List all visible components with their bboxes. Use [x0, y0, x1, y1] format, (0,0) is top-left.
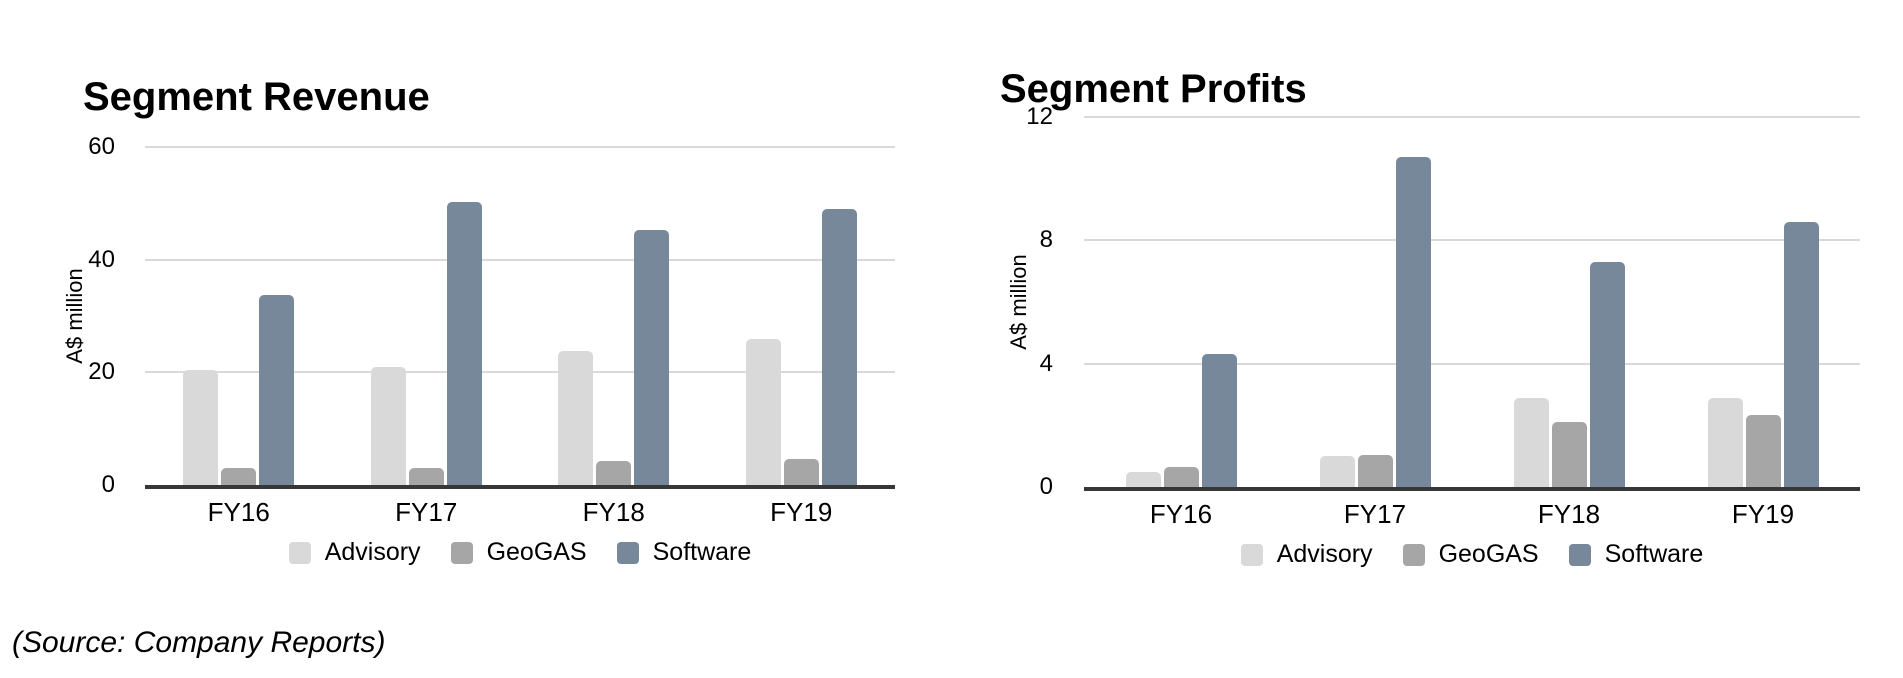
bar-geogas-fy17 — [1357, 454, 1393, 487]
legend-item-software: Software — [616, 538, 752, 567]
bar-software-fy17 — [1395, 157, 1431, 487]
x-tick-label-fy19: FY19 — [1731, 499, 1795, 529]
x-tick-label-fy19: FY19 — [770, 497, 833, 527]
legend-item-geogas: GeoGAS — [450, 538, 587, 567]
gridline — [145, 371, 895, 374]
bar-geogas-fy17 — [408, 468, 444, 485]
gridline — [1084, 239, 1860, 242]
legend-swatch-advisory — [288, 541, 311, 564]
bar-group-fy18 — [1472, 117, 1666, 487]
legend-label: GeoGAS — [1438, 540, 1539, 568]
bar-geogas-fy18 — [596, 461, 632, 485]
bar-software-fy19 — [821, 208, 857, 485]
y-tick-label: 20 — [88, 358, 115, 386]
bar-group-fy17 — [333, 147, 521, 485]
bar-advisory-fy18 — [1513, 397, 1549, 487]
bar-geogas-fy18 — [1551, 422, 1587, 487]
bar-groups — [1084, 117, 1860, 487]
bar-geogas-fy19 — [1745, 414, 1781, 487]
bar-geogas-fy16 — [1163, 466, 1199, 487]
bar-software-fy17 — [446, 201, 482, 485]
legend-swatch-geogas — [1402, 543, 1425, 566]
bar-software-fy16 — [259, 294, 295, 485]
gridline — [1084, 116, 1860, 118]
bar-advisory-fy18 — [558, 350, 594, 485]
bar-advisory-fy16 — [183, 369, 219, 485]
y-tick-label: 60 — [88, 133, 115, 160]
bar-group-fy19 — [1666, 117, 1860, 487]
x-tick-label-fy18: FY18 — [1537, 499, 1601, 529]
bar-software-fy16 — [1201, 354, 1237, 487]
x-tick-label-fy17: FY17 — [1343, 499, 1407, 529]
legend-item-advisory: Advisory — [1240, 540, 1373, 569]
bar-groups — [145, 147, 895, 485]
plot-area — [1084, 116, 1860, 491]
legend-label: Advisory — [1276, 540, 1373, 568]
gridline — [145, 146, 895, 148]
legend-label: Software — [1604, 540, 1704, 568]
legend-swatch-geogas — [450, 541, 473, 564]
y-tick-label: 0 — [1039, 473, 1053, 500]
x-tick-label-fy16: FY16 — [1149, 499, 1213, 529]
bar-group-fy19 — [708, 147, 896, 485]
legend-swatch-advisory — [1240, 543, 1263, 566]
plot-area — [145, 146, 895, 489]
x-tick-label-fy17: FY17 — [395, 497, 458, 527]
y-axis-ticks: 12 8 4 0 — [968, 105, 1068, 499]
bar-group-fy16 — [145, 147, 333, 485]
y-tick-label: 12 — [1026, 103, 1053, 130]
legend-swatch-software — [1568, 543, 1591, 566]
source-note: (Source: Company Reports) — [12, 626, 386, 659]
x-axis-labels: FY16 FY17 FY18 FY19 — [1084, 499, 1860, 530]
gridline — [145, 258, 895, 261]
legend-item-software: Software — [1568, 540, 1704, 569]
bar-group-fy17 — [1278, 117, 1472, 487]
legend: Advisory GeoGAS Software — [1084, 540, 1860, 569]
x-tick-label-fy16: FY16 — [207, 497, 270, 527]
y-tick-label: 40 — [88, 245, 115, 273]
bar-geogas-fy19 — [783, 458, 819, 485]
y-axis-ticks: 60 40 20 0 — [30, 135, 130, 497]
bar-advisory-fy19 — [745, 338, 781, 485]
x-tick-label-fy18: FY18 — [582, 497, 645, 527]
bar-advisory-fy16 — [1125, 471, 1161, 487]
y-tick-label: 4 — [1039, 349, 1053, 377]
legend-label: Software — [652, 538, 752, 566]
gridline — [1084, 362, 1860, 365]
y-tick-label: 8 — [1039, 226, 1053, 254]
bar-advisory-fy17 — [370, 366, 406, 485]
bar-group-fy16 — [1084, 117, 1278, 487]
bar-software-fy18 — [634, 230, 670, 485]
bar-advisory-fy17 — [1319, 456, 1355, 487]
legend-label: GeoGAS — [486, 538, 587, 566]
legend-label: Advisory — [324, 538, 421, 566]
legend-swatch-software — [616, 541, 639, 564]
bar-advisory-fy19 — [1707, 397, 1743, 487]
chart-title-profits: Segment Profits — [1000, 67, 1307, 112]
bar-software-fy18 — [1589, 261, 1625, 487]
bar-group-fy18 — [520, 147, 708, 485]
legend-item-geogas: GeoGAS — [1402, 540, 1539, 569]
bar-geogas-fy16 — [221, 468, 257, 485]
legend-item-advisory: Advisory — [288, 538, 421, 567]
y-tick-label: 0 — [101, 471, 115, 498]
x-axis-labels: FY16 FY17 FY18 FY19 — [145, 497, 895, 528]
bar-software-fy19 — [1783, 221, 1819, 487]
chart-title-revenue: Segment Revenue — [83, 75, 430, 120]
legend: Advisory GeoGAS Software — [145, 538, 895, 567]
